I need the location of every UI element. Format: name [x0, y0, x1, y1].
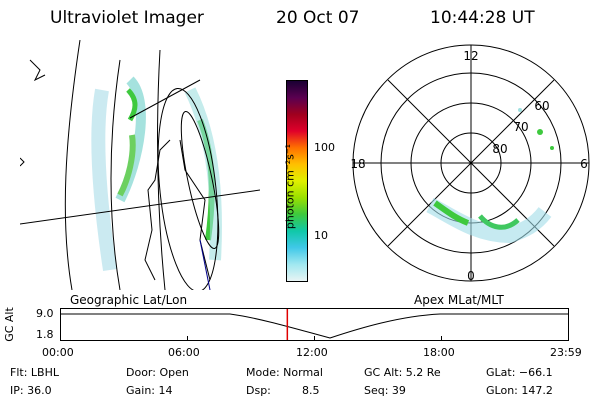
colorbar	[286, 80, 308, 282]
lat-label-60: 60	[534, 99, 549, 113]
colorbar-tick-100: 100	[314, 141, 335, 154]
aurora-emission-geo	[91, 76, 222, 272]
colorbar-tick-10: 10	[314, 229, 328, 242]
altitude-ylabel: GC Alt	[2, 307, 16, 342]
time-label: 10:44:28 UT	[430, 8, 535, 28]
colorbar-unit-label: photon cm⁻²s⁻¹	[283, 143, 297, 230]
geographic-map	[20, 40, 260, 290]
altitude-ytick-high: 9.0	[36, 307, 54, 320]
polar-caption: Apex MLat/MLT	[414, 293, 504, 307]
info-mode: Mode: Normal	[246, 366, 323, 379]
info-dsp-value: 8.5	[302, 384, 320, 397]
info-ip: IP: 36.0	[10, 384, 52, 397]
altitude-xtick-3: 18:00	[423, 346, 455, 359]
info-glat: GLat: −66.1	[486, 366, 553, 379]
info-dsp-label: Dsp:	[246, 384, 271, 397]
mlt-label-12: 12	[463, 49, 478, 63]
geo-caption: Geographic Lat/Lon	[70, 293, 188, 307]
altitude-xtick-1: 06:00	[168, 346, 200, 359]
mlt-label-6: 6	[580, 157, 588, 171]
info-gcalt: GC Alt: 5.2 Re	[364, 366, 441, 379]
date-label: 20 Oct 07	[276, 8, 360, 28]
info-seq: Seq: 39	[364, 384, 406, 397]
info-glon: GLon: 147.2	[486, 384, 553, 397]
altitude-curve	[60, 313, 568, 339]
lat-label-80: 80	[492, 142, 507, 156]
instrument-title: Ultraviolet Imager	[50, 8, 204, 28]
polar-plot: 12 18 6 0 60 70 80	[350, 44, 590, 283]
altitude-plot	[60, 308, 569, 341]
altitude-xtick-4: 23:59	[550, 346, 582, 359]
altitude-xtick-0: 00:00	[42, 346, 74, 359]
mlt-label-0: 0	[467, 269, 475, 283]
altitude-ytick-low: 1.8	[36, 328, 54, 341]
info-flt: Flt: LBHL	[10, 366, 59, 379]
mlt-label-18: 18	[350, 157, 365, 171]
altitude-xtick-2: 12:00	[296, 346, 328, 359]
lat-label-70: 70	[513, 120, 528, 134]
colorbar-gradient	[287, 81, 307, 281]
info-gain: Gain: 14	[126, 384, 173, 397]
aurora-emission-polar	[426, 108, 554, 244]
info-door: Door: Open	[126, 366, 189, 379]
